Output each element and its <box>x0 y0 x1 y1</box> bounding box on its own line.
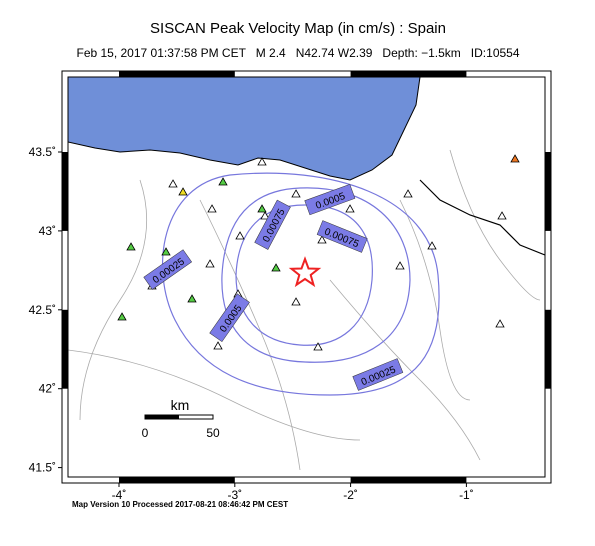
lat-tick-label: 41.5˚ <box>29 461 56 475</box>
frame-segment <box>545 152 551 231</box>
lon-tick-label: -3˚ <box>227 488 242 502</box>
frame-segment <box>62 309 68 389</box>
frame-segment <box>119 71 235 77</box>
scale-bar <box>144 414 214 420</box>
contour-label-box <box>254 199 291 250</box>
contour-label-box <box>209 293 250 343</box>
lon-tick-label: -4˚ <box>112 488 127 502</box>
lon-tick-label: -2˚ <box>343 488 358 502</box>
frame-inner <box>67 76 546 478</box>
lon-tick-label: -1˚ <box>459 488 474 502</box>
scale-unit: km <box>171 397 190 413</box>
sea <box>67 76 421 181</box>
border <box>419 179 546 256</box>
rivers <box>67 149 541 471</box>
scale-start: 0 <box>142 426 149 440</box>
scale-end: 50 <box>206 426 220 440</box>
lat-tick-label: 43.5˚ <box>29 145 56 159</box>
title: SISCAN Peak Velocity Map (in cm/s) : Spa… <box>150 20 446 37</box>
lat-tick-label: 42˚ <box>39 382 56 396</box>
contour-label-box <box>316 220 368 253</box>
frame-segment <box>545 309 551 389</box>
frame-segment <box>119 477 235 483</box>
contour-label-box <box>143 249 193 290</box>
contour-label-box <box>352 358 404 391</box>
frame-segment <box>62 152 68 231</box>
map-area: km 0 50 <box>67 76 546 477</box>
epicenter <box>288 256 322 288</box>
lat-tick-label: 43˚ <box>39 224 56 238</box>
frame-segment <box>350 71 467 77</box>
stations <box>117 154 520 351</box>
footer: Map Version 10 Processed 2017-08-21 08:4… <box>72 500 288 509</box>
contour-label-box <box>304 183 356 216</box>
frame-segment <box>350 477 467 483</box>
subtitle: Feb 15, 2017 01:37:58 PM CET M 2.4 N42.7… <box>76 46 519 60</box>
lat-tick-label: 42.5˚ <box>29 303 56 317</box>
frame <box>61 70 552 484</box>
